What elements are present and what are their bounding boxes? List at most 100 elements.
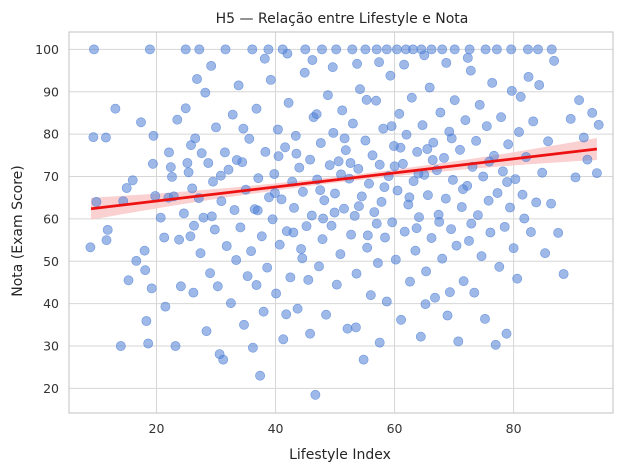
scatter-point (183, 167, 194, 178)
scatter-point (281, 309, 292, 320)
scatter-point (410, 245, 421, 256)
scatter-point (404, 192, 415, 203)
scatter-point (391, 44, 402, 55)
scatter-point (205, 268, 215, 278)
scatter-point (231, 155, 242, 165)
scatter-point (143, 338, 154, 349)
scatter-point (350, 322, 361, 333)
scatter-point (364, 178, 374, 189)
scatter-point (282, 48, 293, 59)
scatter-point (150, 191, 161, 201)
scatter-point (187, 183, 198, 194)
scatter-point (227, 109, 238, 120)
scatter-point (186, 140, 196, 151)
scatter-point (178, 208, 189, 219)
scatter-point (515, 91, 526, 102)
scatter-point (543, 136, 553, 147)
scatter-point (419, 50, 430, 61)
scatter-point (319, 195, 330, 206)
scatter-point (189, 220, 199, 231)
scatter-point (540, 248, 550, 259)
scatter-point (422, 144, 433, 154)
scatter-point (335, 249, 346, 259)
scatter-point (172, 114, 183, 125)
scatter-point (231, 255, 242, 265)
scatter-point (408, 44, 418, 55)
scatter-point (512, 273, 523, 284)
scatter-point (271, 288, 281, 299)
scatter-point (362, 230, 373, 241)
scatter-point (247, 44, 258, 55)
scatter-point (353, 201, 364, 212)
scatter-point (252, 205, 263, 216)
scatter-point (170, 341, 181, 351)
scatter-point (534, 80, 545, 90)
scatter-point (175, 281, 186, 292)
scatter-point (372, 258, 383, 268)
scatter-point (201, 326, 212, 337)
y-tick-label: 100 (35, 42, 59, 57)
scatter-point (458, 184, 468, 195)
scatter-point (523, 44, 533, 55)
scatter-point (229, 205, 240, 215)
scatter-point (371, 44, 382, 55)
scatter-point (587, 108, 598, 118)
scatter-point (317, 44, 327, 55)
scatter-point (469, 287, 480, 298)
scatter-point (139, 245, 150, 256)
y-tick-label: 30 (43, 339, 59, 354)
scatter-point (220, 44, 231, 55)
scatter-point (131, 255, 142, 266)
scatter-point (346, 229, 356, 240)
scatter-point (394, 108, 405, 119)
scatter-point (339, 133, 350, 144)
scatter-point (465, 65, 476, 76)
scatter-point (427, 155, 438, 165)
scatter-point (546, 44, 557, 55)
scatter-point (510, 174, 521, 184)
scatter-point (91, 196, 102, 207)
scatter-point (362, 242, 373, 253)
scatter-point (582, 154, 593, 165)
scatter-point (164, 147, 174, 158)
scatter-point (200, 87, 211, 98)
scatter-point (558, 269, 569, 279)
scatter-point (265, 75, 276, 85)
scatter-point (85, 242, 96, 253)
scatter-point (101, 235, 112, 245)
scatter-point (533, 44, 543, 55)
scatter-point (310, 389, 321, 400)
scatter-point (206, 211, 217, 222)
scatter-point (506, 86, 517, 96)
scatter-point (449, 95, 460, 106)
scatter-point (216, 196, 227, 206)
scatter-point (273, 151, 284, 162)
scatter-point (593, 119, 604, 130)
scatter-point (408, 176, 419, 187)
scatter-point (437, 253, 448, 264)
scatter-point (415, 331, 426, 342)
chart-title: H5 — Relação entre Lifestyle e Nota (216, 11, 469, 27)
scatter-point (315, 138, 326, 148)
scatter-point (218, 354, 229, 365)
scatter-point (395, 142, 406, 153)
scatter-point (428, 137, 439, 148)
scatter-point (424, 82, 435, 93)
scatter-point (399, 59, 409, 70)
scatter-point (480, 44, 491, 55)
scatter-point (430, 292, 440, 303)
scatter-point (296, 244, 306, 254)
scatter-point (290, 130, 301, 141)
scatter-point (381, 44, 392, 55)
scatter-point (476, 251, 487, 262)
scatter-point (255, 370, 265, 381)
scatter-point (414, 212, 424, 223)
y-tick-label: 80 (43, 127, 59, 142)
scatter-point (192, 74, 202, 84)
scatter-point (497, 166, 508, 177)
scatter-point (514, 127, 524, 137)
scatter-point (549, 55, 559, 66)
scatter-point (272, 124, 283, 135)
scatter-point (369, 207, 380, 217)
scatter-point (327, 62, 338, 73)
